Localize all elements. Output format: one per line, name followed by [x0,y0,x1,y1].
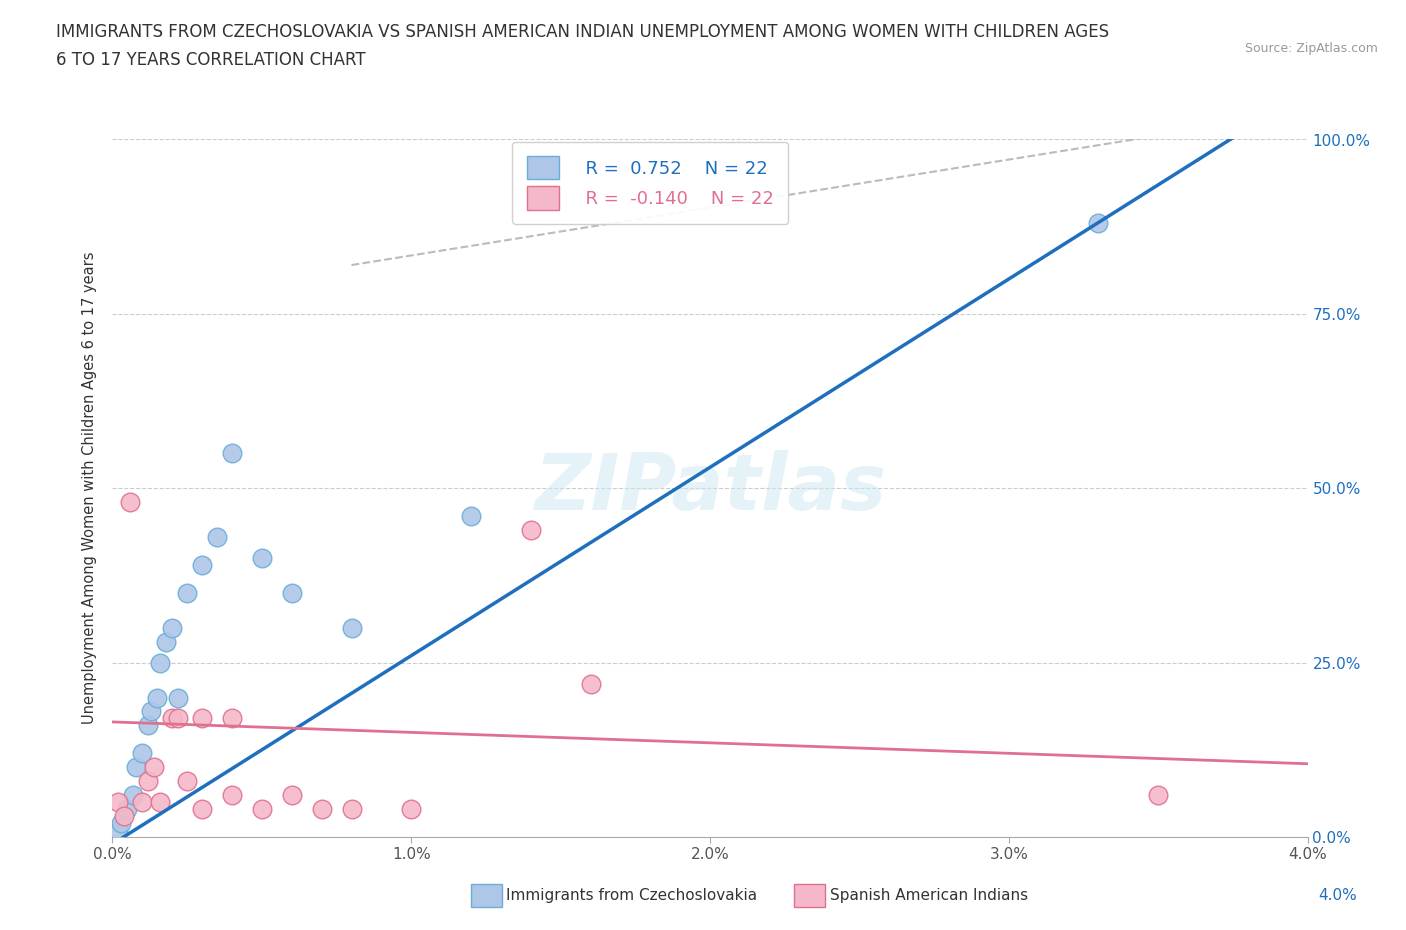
Text: 6 TO 17 YEARS CORRELATION CHART: 6 TO 17 YEARS CORRELATION CHART [56,51,366,69]
Point [340,620,363,635]
Point [401,802,423,817]
Point [138,718,160,733]
Text: IMMIGRANTS FROM CZECHOSLOVAKIA VS SPANISH AMERICAN INDIAN UNEMPLOYMENT AMONG WOM: IMMIGRANTS FROM CZECHOSLOVAKIA VS SPANIS… [56,23,1109,41]
Point [221,711,243,725]
Point [107,794,129,809]
Point [579,676,602,691]
Point [114,809,135,824]
Point [176,586,198,601]
Point [1147,788,1170,803]
Point [138,774,160,789]
Point [149,656,172,671]
Point [110,816,132,830]
Point [131,794,153,809]
Point [281,788,304,803]
Point [191,802,214,817]
Point [149,794,172,809]
Point [281,586,304,601]
Point [205,530,228,545]
Point [311,802,333,817]
Point [176,774,198,789]
Text: 4.0%: 4.0% [1317,888,1357,903]
Point [107,823,129,838]
Text: Source: ZipAtlas.com: Source: ZipAtlas.com [1244,42,1378,55]
Point [340,802,363,817]
Text: ZIPatlas: ZIPatlas [534,450,886,526]
Point [120,495,142,510]
Text: Spanish American Indians: Spanish American Indians [830,888,1028,903]
Point [191,711,214,725]
Point [250,802,273,817]
Point [1087,216,1109,231]
Point [162,711,183,725]
Point [191,558,214,573]
Y-axis label: Unemployment Among Women with Children Ages 6 to 17 years: Unemployment Among Women with Children A… [82,252,97,724]
Point [146,690,169,705]
Point [117,802,139,817]
Point [125,760,148,775]
Point [221,445,243,460]
Point [167,690,190,705]
Point [131,746,153,761]
Point [250,551,273,565]
Point [141,704,163,719]
Point [143,760,166,775]
Point [122,788,145,803]
Point [520,523,543,538]
Point [460,509,482,524]
Legend:   R =  0.752    N = 22,   R =  -0.140    N = 22: R = 0.752 N = 22, R = -0.140 N = 22 [512,141,789,224]
Point [167,711,190,725]
Point [162,620,183,635]
Point [155,634,177,649]
Text: Immigrants from Czechoslovakia: Immigrants from Czechoslovakia [506,888,758,903]
Point [221,788,243,803]
